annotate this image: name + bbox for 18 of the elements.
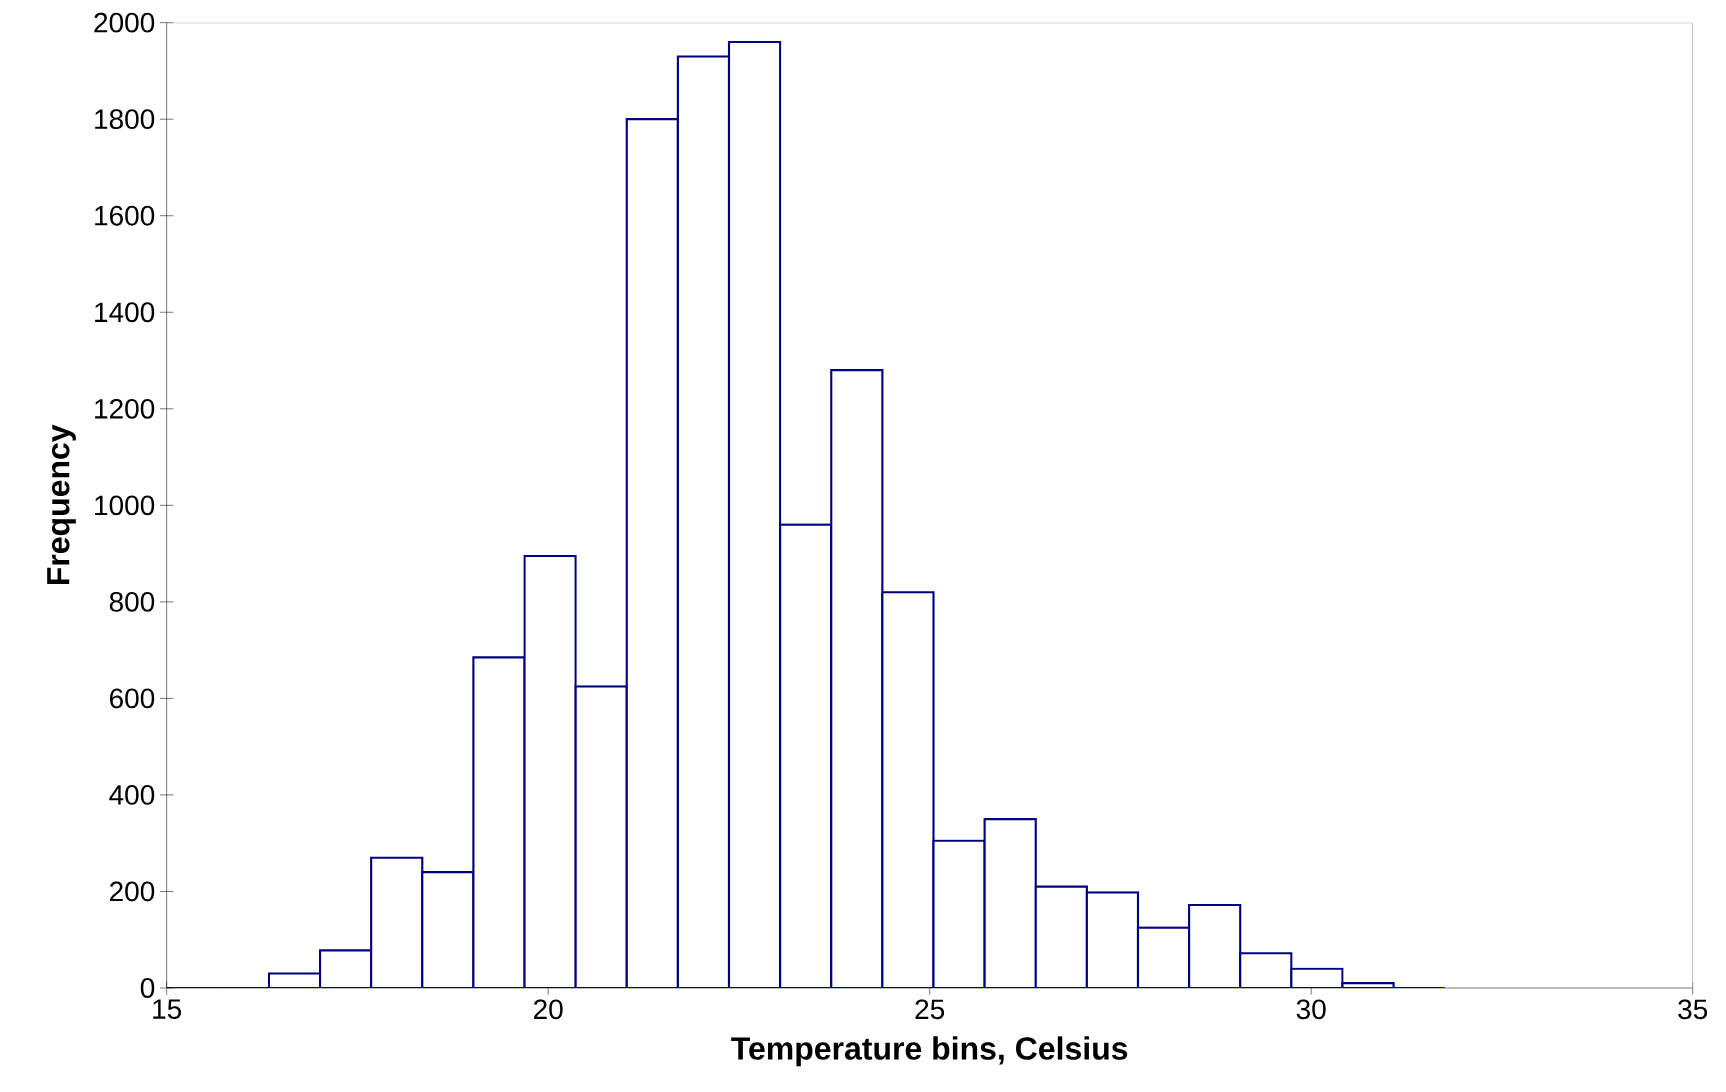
y-tick-label: 1400 (95, 302, 155, 323)
y-tick-label: 0 (140, 978, 155, 998)
y-tick-label: 1200 (95, 398, 155, 419)
y-tick-label: 800 (109, 591, 155, 612)
y-axis-title: Frequency (47, 424, 76, 585)
x-tick-label: 25 (915, 999, 945, 1020)
x-tick-label: 35 (1678, 999, 1708, 1020)
x-tick-label: 15 (153, 999, 182, 1019)
y-tick-label: 200 (109, 881, 155, 902)
y-tick-label: 1000 (95, 495, 155, 516)
x-tick-label: 30 (1296, 999, 1326, 1020)
y-tick-label: 1800 (95, 109, 155, 130)
y-tick-label: 400 (109, 785, 155, 805)
y-tick-label: 600 (110, 688, 155, 709)
y-tick-label: 2000 (94, 12, 155, 33)
x-tick-label: 20 (534, 999, 563, 1020)
y-tick-label: 1600 (95, 205, 155, 226)
x-axis-title: Temperature bins, Celsius (731, 1036, 1128, 1067)
